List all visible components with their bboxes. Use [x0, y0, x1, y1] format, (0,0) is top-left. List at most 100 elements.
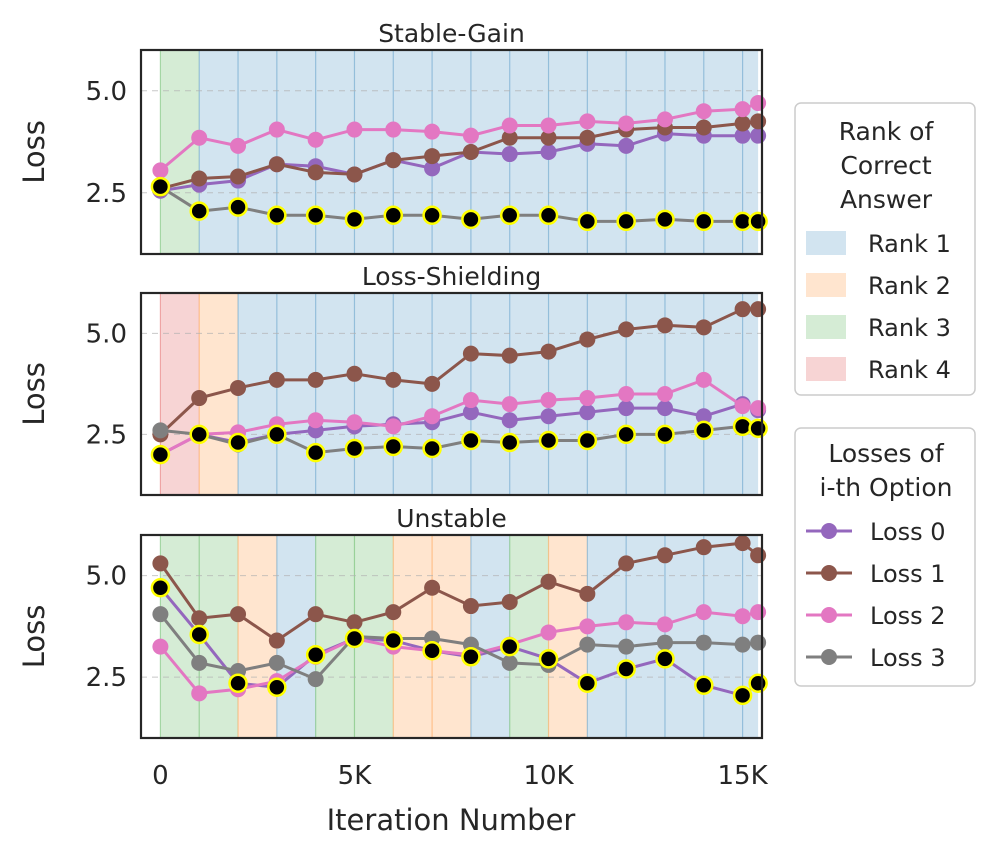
- data-point: [307, 164, 324, 181]
- panel-3: Unstable 2.5 5.0 Loss: [17, 504, 768, 740]
- rank-band: [199, 50, 239, 254]
- correct-answer-marker: [189, 624, 209, 645]
- correct-answer-marker: [189, 424, 209, 445]
- data-point: [695, 604, 712, 621]
- correct-answer-marker: [267, 205, 287, 225]
- data-point: [191, 610, 208, 627]
- loss-swatch-marker: [821, 523, 837, 539]
- data-point: [385, 371, 402, 388]
- rank-swatch: [806, 357, 846, 381]
- data-point: [618, 115, 635, 132]
- panel-1: Stable-Gain 2.5 5.0 Loss: [17, 19, 768, 256]
- data-point: [268, 371, 285, 388]
- data-point: [501, 117, 518, 134]
- panel-title: Stable-Gain: [378, 19, 525, 48]
- correct-answer-marker: [422, 205, 442, 225]
- correct-answer-marker: [499, 205, 520, 225]
- data-point: [307, 412, 324, 429]
- data-point: [501, 396, 518, 413]
- data-point: [307, 671, 324, 688]
- y-tick-label: 5.0: [86, 319, 127, 349]
- correct-answer-marker: [732, 685, 753, 706]
- legend-title-line: Correct: [840, 151, 931, 180]
- x-tick-label: 15K: [718, 761, 769, 791]
- correct-answer-marker: [538, 205, 559, 225]
- loss-legend-label: Loss 0: [870, 518, 946, 546]
- data-point: [734, 608, 751, 625]
- data-point: [656, 400, 673, 417]
- panel-title: Loss-Shielding: [362, 262, 541, 291]
- data-point: [579, 585, 596, 602]
- correct-answer-marker: [228, 673, 248, 693]
- data-point: [618, 386, 635, 402]
- correct-answer-marker: [577, 211, 598, 232]
- data-point: [579, 636, 596, 653]
- panel-title: Unstable: [396, 504, 507, 533]
- correct-answer-marker: [461, 430, 481, 451]
- data-point: [618, 400, 635, 417]
- data-point: [230, 168, 247, 185]
- legend-title-line: Answer: [840, 185, 933, 214]
- correct-answer-marker: [383, 630, 404, 651]
- data-point: [734, 115, 751, 132]
- loss-swatch-marker: [821, 565, 837, 581]
- data-point: [424, 408, 441, 425]
- data-point: [346, 166, 363, 183]
- data-point: [462, 598, 479, 615]
- correct-answer-marker: [616, 659, 636, 679]
- data-point: [579, 618, 596, 635]
- data-point: [230, 137, 247, 154]
- data-point: [230, 379, 247, 396]
- data-point: [191, 685, 208, 702]
- data-point: [734, 301, 751, 318]
- rank-band: [276, 50, 316, 254]
- correct-answer-marker: [748, 673, 768, 693]
- data-point: [152, 555, 169, 572]
- loss-legend-frame: [794, 427, 976, 687]
- data-point: [346, 614, 363, 631]
- correct-answer-marker: [228, 432, 248, 453]
- rank-legend-title: Rank of Correct Answer: [839, 117, 935, 214]
- data-point: [424, 375, 441, 392]
- data-point: [579, 390, 596, 407]
- data-point: [734, 398, 751, 415]
- data-point: [656, 111, 673, 128]
- data-point: [540, 408, 557, 425]
- loss-swatch-marker: [821, 607, 837, 623]
- data-point: [695, 103, 712, 120]
- data-point: [191, 170, 208, 187]
- data-point: [540, 144, 557, 160]
- y-tick-label: 2.5: [86, 663, 127, 693]
- data-point: [501, 593, 518, 610]
- y-tick-label: 5.0: [86, 562, 127, 592]
- data-point: [540, 117, 557, 134]
- correct-answer-marker: [305, 442, 326, 463]
- loss-legend-title: Losses of i-th Option: [820, 439, 953, 502]
- data-point: [750, 127, 767, 144]
- correct-answer-marker: [461, 647, 481, 667]
- data-point: [656, 634, 673, 651]
- data-point: [540, 624, 557, 641]
- x-tick-label: 0: [152, 761, 169, 791]
- rank-band: [509, 293, 549, 495]
- correct-answer-marker: [577, 430, 598, 451]
- correct-answer-marker: [616, 211, 636, 232]
- correct-answer-marker: [305, 645, 326, 665]
- data-point: [695, 408, 712, 425]
- x-tick-label: 10K: [523, 761, 574, 791]
- legend-title-line: Losses of: [828, 439, 944, 468]
- data-point: [734, 535, 751, 552]
- data-point: [424, 148, 441, 165]
- data-point: [579, 113, 596, 130]
- x-tick-label: 5K: [338, 761, 373, 791]
- correct-answer-marker: [150, 176, 171, 197]
- rank-band: [626, 535, 665, 738]
- rank-band: [393, 293, 433, 495]
- data-point: [307, 131, 324, 148]
- correct-answer-marker: [538, 430, 559, 451]
- correct-answer-marker: [694, 420, 714, 441]
- legend-title-line: i-th Option: [820, 473, 953, 502]
- correct-answer-marker: [344, 209, 365, 230]
- rank-band: [703, 535, 743, 738]
